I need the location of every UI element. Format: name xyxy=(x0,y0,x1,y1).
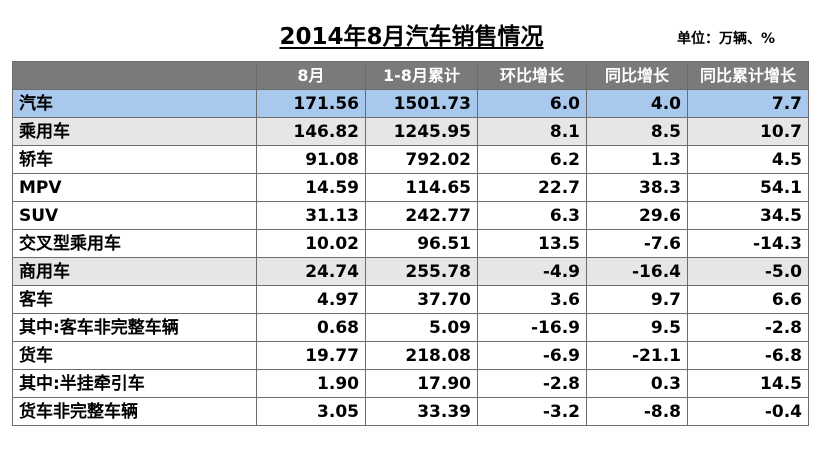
cell-ytd-yoy-growth: -14.3 xyxy=(687,229,809,258)
row-label: 汽车 xyxy=(12,89,257,118)
cell-august: 91.08 xyxy=(256,145,366,174)
cell-ytd-yoy-growth: 7.7 xyxy=(687,89,809,118)
cell-august: 10.02 xyxy=(256,229,366,258)
cell-yoy-growth: -7.6 xyxy=(586,229,688,258)
table-row: 货车 19.77 218.08 -6.9 -21.1 -6.8 xyxy=(12,341,809,370)
cell-yoy-growth: 9.5 xyxy=(586,313,688,342)
table-row: 其中:半挂牵引车 1.90 17.90 -2.8 0.3 14.5 xyxy=(12,369,809,398)
cell-yoy-growth: -21.1 xyxy=(586,341,688,370)
cell-mom-growth: -2.8 xyxy=(477,369,587,398)
cell-august: 14.59 xyxy=(256,173,366,202)
cell-august: 31.13 xyxy=(256,201,366,230)
header-cell-ytd-yoy-growth: 同比累计增长 xyxy=(687,61,809,90)
unit-label: 单位：万辆、% xyxy=(676,31,775,47)
cell-mom-growth: 22.7 xyxy=(477,173,587,202)
table-row: 商用车 24.74 255.78 -4.9 -16.4 -5.0 xyxy=(12,257,809,286)
cell-ytd: 255.78 xyxy=(365,257,478,286)
cell-yoy-growth: 1.3 xyxy=(586,145,688,174)
table-row: 客车 4.97 37.70 3.6 9.7 6.6 xyxy=(12,285,809,314)
cell-ytd-yoy-growth: 4.5 xyxy=(687,145,809,174)
row-label: 货车非完整车辆 xyxy=(12,397,257,426)
cell-ytd: 792.02 xyxy=(365,145,478,174)
header-row: 8月 1-8月累计 环比增长 同比增长 同比累计增长 xyxy=(12,61,809,90)
cell-ytd: 17.90 xyxy=(365,369,478,398)
cell-august: 146.82 xyxy=(256,117,366,146)
cell-ytd: 33.39 xyxy=(365,397,478,426)
cell-yoy-growth: 0.3 xyxy=(586,369,688,398)
header-cell-mom-growth: 环比增长 xyxy=(477,61,587,90)
cell-mom-growth: 6.3 xyxy=(477,201,587,230)
cell-ytd-yoy-growth: 10.7 xyxy=(687,117,809,146)
cell-ytd: 1245.95 xyxy=(365,117,478,146)
cell-ytd-yoy-growth: 34.5 xyxy=(687,201,809,230)
cell-mom-growth: -16.9 xyxy=(477,313,587,342)
table-row: 交叉型乘用车 10.02 96.51 13.5 -7.6 -14.3 xyxy=(12,229,809,258)
cell-yoy-growth: 9.7 xyxy=(586,285,688,314)
cell-mom-growth: -4.9 xyxy=(477,257,587,286)
row-label: 其中:客车非完整车辆 xyxy=(12,313,257,342)
cell-august: 4.97 xyxy=(256,285,366,314)
cell-yoy-growth: 8.5 xyxy=(586,117,688,146)
cell-yoy-growth: 38.3 xyxy=(586,173,688,202)
cell-august: 24.74 xyxy=(256,257,366,286)
cell-mom-growth: 6.0 xyxy=(477,89,587,118)
header-cell-yoy-growth: 同比增长 xyxy=(586,61,688,90)
cell-august: 0.68 xyxy=(256,313,366,342)
cell-mom-growth: -3.2 xyxy=(477,397,587,426)
cell-yoy-growth: -16.4 xyxy=(586,257,688,286)
row-label: 轿车 xyxy=(12,145,257,174)
cell-ytd: 5.09 xyxy=(365,313,478,342)
table-row: 汽车 171.56 1501.73 6.0 4.0 7.7 xyxy=(12,89,809,118)
cell-mom-growth: 6.2 xyxy=(477,145,587,174)
page-title: 2014年8月汽车销售情况 xyxy=(0,22,823,52)
row-label: 商用车 xyxy=(12,257,257,286)
page-title-text: 2014年8月汽车销售情况 xyxy=(279,24,544,50)
table-row: 轿车 91.08 792.02 6.2 1.3 4.5 xyxy=(12,145,809,174)
cell-ytd-yoy-growth: 14.5 xyxy=(687,369,809,398)
cell-ytd-yoy-growth: -6.8 xyxy=(687,341,809,370)
table-row: MPV 14.59 114.65 22.7 38.3 54.1 xyxy=(12,173,809,202)
cell-ytd-yoy-growth: -5.0 xyxy=(687,257,809,286)
cell-ytd: 96.51 xyxy=(365,229,478,258)
table-row: 其中:客车非完整车辆 0.68 5.09 -16.9 9.5 -2.8 xyxy=(12,313,809,342)
cell-mom-growth: 13.5 xyxy=(477,229,587,258)
cell-august: 19.77 xyxy=(256,341,366,370)
sales-table: 8月 1-8月累计 环比增长 同比增长 同比累计增长 汽车 171.56 150… xyxy=(12,61,809,426)
row-label: 乘用车 xyxy=(12,117,257,146)
cell-mom-growth: 3.6 xyxy=(477,285,587,314)
cell-ytd-yoy-growth: -0.4 xyxy=(687,397,809,426)
table-row: 乘用车 146.82 1245.95 8.1 8.5 10.7 xyxy=(12,117,809,146)
cell-august: 171.56 xyxy=(256,89,366,118)
row-label: 其中:半挂牵引车 xyxy=(12,369,257,398)
header-cell-ytd: 1-8月累计 xyxy=(365,61,478,90)
cell-ytd: 218.08 xyxy=(365,341,478,370)
cell-mom-growth: -6.9 xyxy=(477,341,587,370)
header-cell-category xyxy=(12,61,257,90)
row-label: MPV xyxy=(12,173,257,202)
cell-ytd: 37.70 xyxy=(365,285,478,314)
row-label: 客车 xyxy=(12,285,257,314)
cell-yoy-growth: 29.6 xyxy=(586,201,688,230)
cell-ytd-yoy-growth: 6.6 xyxy=(687,285,809,314)
cell-mom-growth: 8.1 xyxy=(477,117,587,146)
cell-ytd: 242.77 xyxy=(365,201,478,230)
cell-yoy-growth: 4.0 xyxy=(586,89,688,118)
row-label: SUV xyxy=(12,201,257,230)
cell-ytd-yoy-growth: -2.8 xyxy=(687,313,809,342)
table-row: 货车非完整车辆 3.05 33.39 -3.2 -8.8 -0.4 xyxy=(12,397,809,426)
header-cell-august: 8月 xyxy=(256,61,366,90)
cell-ytd-yoy-growth: 54.1 xyxy=(687,173,809,202)
cell-august: 3.05 xyxy=(256,397,366,426)
cell-august: 1.90 xyxy=(256,369,366,398)
row-label: 交叉型乘用车 xyxy=(12,229,257,258)
cell-ytd: 1501.73 xyxy=(365,89,478,118)
row-label: 货车 xyxy=(12,341,257,370)
cell-yoy-growth: -8.8 xyxy=(586,397,688,426)
table-row: SUV 31.13 242.77 6.3 29.6 34.5 xyxy=(12,201,809,230)
cell-ytd: 114.65 xyxy=(365,173,478,202)
